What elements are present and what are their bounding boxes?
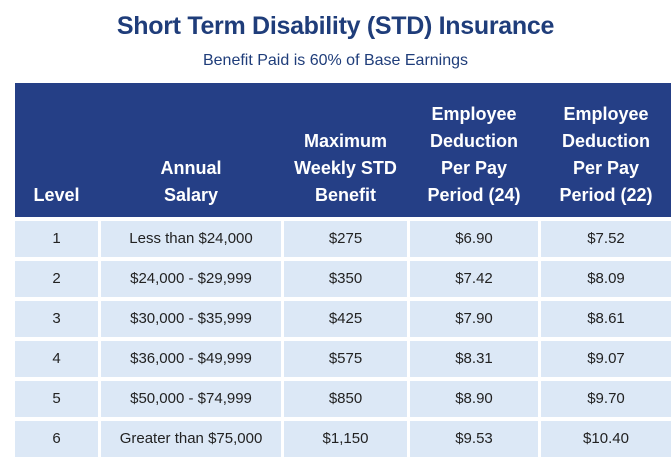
- page-title: Short Term Disability (STD) Insurance: [116, 12, 555, 40]
- cell-max-weekly-benefit: $350: [284, 261, 407, 297]
- header-annual-salary: Annual Salary: [160, 158, 222, 205]
- cell-level: 5: [15, 381, 98, 417]
- cell-deduction-24: $6.90: [410, 221, 538, 257]
- std-rate-table: Level Annual Salary Maximum Weekly STD B…: [15, 83, 671, 474]
- page-subtitle: Benefit Paid is 60% of Base Earnings: [202, 52, 469, 69]
- cell-max-weekly-benefit: $1,150: [284, 421, 407, 457]
- cell-annual-salary: $50,000 - $74,999: [101, 381, 281, 417]
- cell-level: 2: [15, 261, 98, 297]
- table-row: 5 $50,000 - $74,999 $850 $8.90 $9.70: [15, 381, 671, 417]
- cell-deduction-22: $10.40: [541, 421, 671, 457]
- cell-level: 3: [15, 301, 98, 337]
- cell-deduction-24: $9.53: [410, 421, 538, 457]
- cell-annual-salary: Less than $24,000: [101, 221, 281, 257]
- table-row: 6 Greater than $75,000 $1,150 $9.53 $10.…: [15, 421, 671, 457]
- cell-annual-salary: $30,000 - $35,999: [101, 301, 281, 337]
- cell-deduction-24: $7.90: [410, 301, 538, 337]
- table-header: Level Annual Salary Maximum Weekly STD B…: [15, 83, 671, 217]
- cell-max-weekly-benefit: $425: [284, 301, 407, 337]
- cell-deduction-24: $8.31: [410, 341, 538, 377]
- cell-deduction-24: $7.42: [410, 261, 538, 297]
- cell-max-weekly-benefit: $850: [284, 381, 407, 417]
- cell-annual-salary: $24,000 - $29,999: [101, 261, 281, 297]
- header-deduction-24: Employee Deduction Per Pay Period (24): [427, 104, 521, 205]
- table-row: 2 $24,000 - $29,999 $350 $7.42 $8.09: [15, 261, 671, 297]
- table-row: 4 $36,000 - $49,999 $575 $8.31 $9.07: [15, 341, 671, 377]
- cell-annual-salary: $36,000 - $49,999: [101, 341, 281, 377]
- header-level: Level: [33, 185, 80, 205]
- header-deduction-22: Employee Deduction Per Pay Period (22): [559, 104, 653, 205]
- cell-level: 6: [15, 421, 98, 457]
- cell-max-weekly-benefit: $275: [284, 221, 407, 257]
- table-row: 3 $30,000 - $35,999 $425 $7.90 $8.61: [15, 301, 671, 337]
- cell-deduction-22: $9.07: [541, 341, 671, 377]
- cell-level: 4: [15, 341, 98, 377]
- cell-deduction-22: $9.70: [541, 381, 671, 417]
- cell-annual-salary: Greater than $75,000: [101, 421, 281, 457]
- cell-deduction-22: $8.61: [541, 301, 671, 337]
- table-row: 1 Less than $24,000 $275 $6.90 $7.52: [15, 221, 671, 257]
- cell-level: 1: [15, 221, 98, 257]
- cell-deduction-22: $7.52: [541, 221, 671, 257]
- header-max-weekly-benefit: Maximum Weekly STD Benefit: [294, 131, 397, 205]
- cell-max-weekly-benefit: $575: [284, 341, 407, 377]
- cell-deduction-24: $8.90: [410, 381, 538, 417]
- cell-deduction-22: $8.09: [541, 261, 671, 297]
